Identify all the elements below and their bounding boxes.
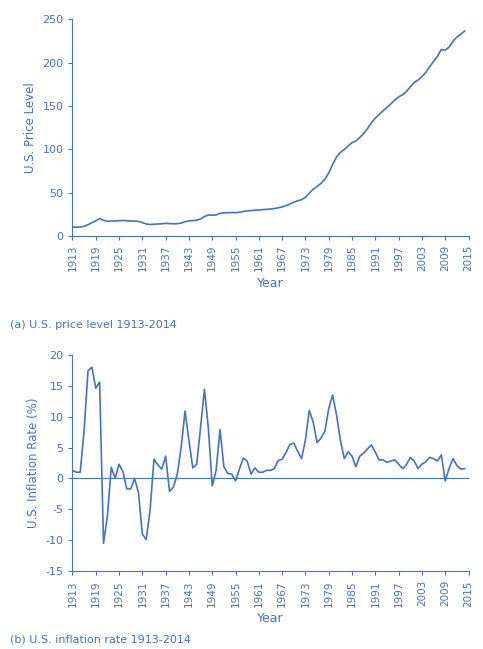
Text: (a) U.S. price level 1913-2014: (a) U.S. price level 1913-2014 <box>10 320 176 330</box>
Text: (b) U.S. inflation rate 1913-2014: (b) U.S. inflation rate 1913-2014 <box>10 635 191 644</box>
X-axis label: Year: Year <box>257 612 284 625</box>
X-axis label: Year: Year <box>257 277 284 290</box>
Y-axis label: U.S. Inflation Rate (%): U.S. Inflation Rate (%) <box>27 398 40 528</box>
Y-axis label: U.S. Price Level: U.S. Price Level <box>24 82 37 173</box>
